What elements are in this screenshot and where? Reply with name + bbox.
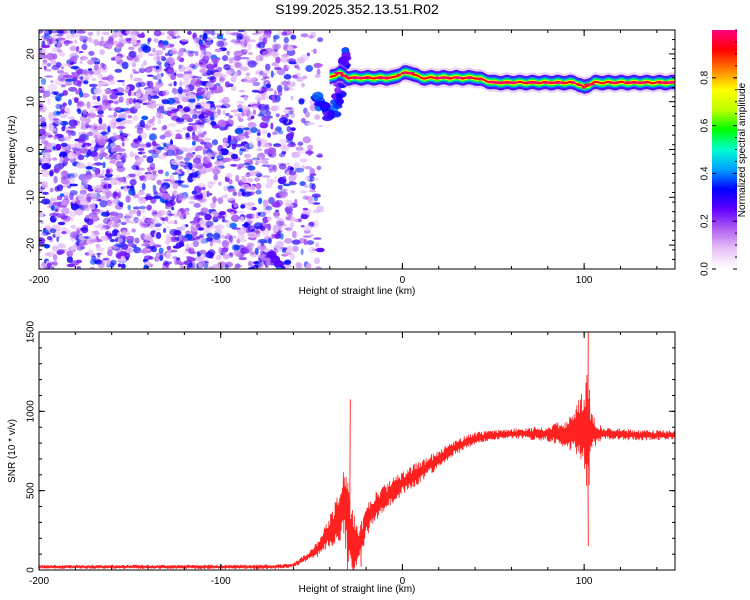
colorbar-bar [712,30,737,269]
snr-y-ticks: 0 500 1000 1500 [26,320,675,573]
colorbar-tick-label: 0.8 [700,70,711,84]
spectrogram-y-ticks: -20 -10 0 10 20 [26,29,675,270]
snr-spike [349,399,351,531]
colorbar-tick-label: 0.0 [700,262,711,276]
snr-x-tick-label: 100 [576,576,593,587]
spectrogram-x-tick-label: 0 [400,275,406,286]
colorbar-ticks: 0.0 0.2 0.4 0.6 0.8 [700,29,737,276]
snr-frame [38,331,676,571]
spectrogram-y-tick-label: 0 [26,146,37,152]
spectrogram-y-tick-label: 20 [26,48,37,60]
spectrogram-y-tick-label: 10 [26,96,37,108]
spectrogram-x-tick-label: -200 [29,275,49,286]
snr-spike [360,541,362,567]
colorbar-tick-label: 0.2 [700,214,711,228]
snr-x-tick-label: -100 [211,576,231,587]
spectrogram-x-tick-label: 100 [576,275,593,286]
spectrogram-y-tick-label: -10 [26,190,37,205]
snr-y-label: SNR (10 * v/v) [7,419,18,483]
snr-y-tick-label: 500 [26,482,37,499]
snr-spike [587,435,589,547]
colorbar-tick-label: 0.6 [700,118,711,132]
snr-x-ticks: -200 -100 0 100 [29,332,658,587]
colorbar-tick-label: 0.4 [700,166,711,180]
snr-x-tick-label: 0 [400,576,406,587]
snr-y-tick-label: 0 [26,567,37,573]
spectrogram-x-tick-label: -100 [211,275,231,286]
colorbar: 0.0 0.2 0.4 0.6 0.8 Normalized spectral ampl… [700,29,748,276]
spectrogram-x-ticks: -200 -100 0 100 [29,30,658,286]
snr-panel: -200 -100 0 100 0 500 1000 1500 Height of stra… [7,320,676,595]
spectrogram-x-label: Height of straight line (km) [299,286,416,297]
snr-y-tick-label: 1500 [26,320,37,343]
snr-series-line [39,374,675,570]
snr-x-label: Height of straight line (km) [299,584,416,595]
figure-title: S199.2025.352.13.51.R02 [275,1,439,17]
heatmap-cells [39,30,675,269]
snr-y-tick-label: 1000 [26,400,37,423]
spectrogram-y-tick-label: -20 [26,237,37,252]
snr-spike [587,332,589,436]
snr-x-tick-label: -200 [29,576,49,587]
colorbar-label: Normalized spectral amplitude [737,82,748,217]
spectrogram-y-label: Frequency (Hz) [7,116,18,185]
